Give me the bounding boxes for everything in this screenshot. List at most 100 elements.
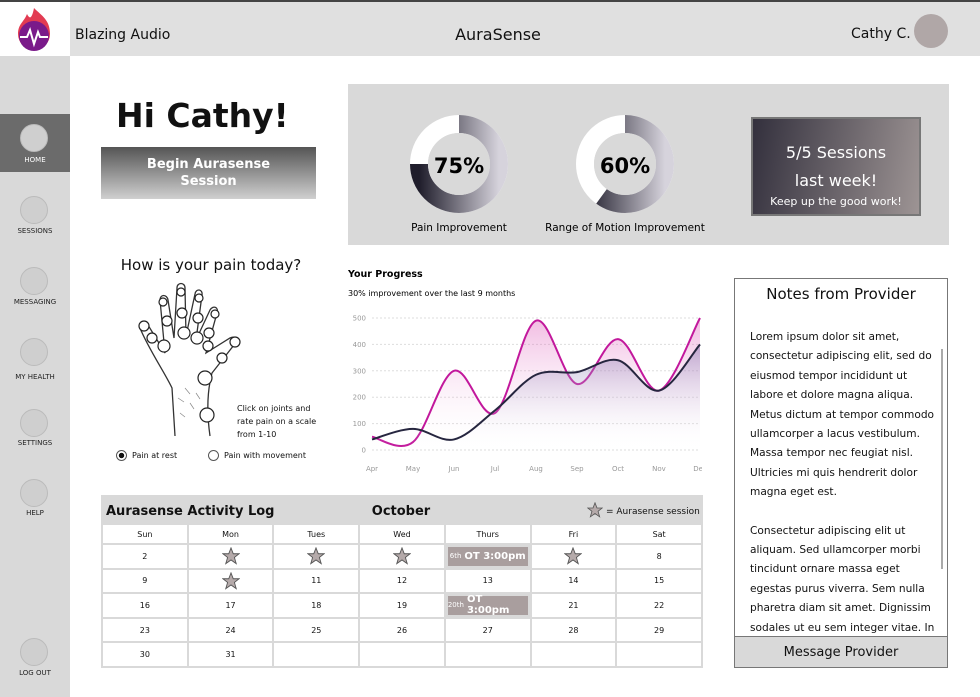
day[interactable]: 9 bbox=[103, 569, 187, 593]
nav-label[interactable]: HELP bbox=[26, 509, 44, 517]
card-line: last week! bbox=[794, 171, 878, 190]
scrollbar[interactable] bbox=[941, 349, 943, 569]
card-line: 5/5 Sessions bbox=[785, 143, 887, 162]
empty-day bbox=[360, 643, 444, 666]
stats: 75% Pain Improvement 60% Range of Motion Im… bbox=[410, 115, 705, 234]
appointment-label: OT 3:00pm bbox=[466, 594, 510, 617]
nav-icon[interactable] bbox=[20, 479, 48, 507]
day[interactable]: 14 bbox=[531, 569, 616, 593]
day[interactable]: 11 bbox=[274, 569, 359, 593]
nav-icon[interactable] bbox=[20, 124, 48, 152]
card-line: Keep up the good work! bbox=[770, 195, 902, 208]
avatar[interactable] bbox=[914, 14, 948, 48]
y-tick-label: 300 bbox=[353, 367, 366, 375]
empty-day bbox=[617, 643, 701, 666]
day[interactable]: 28 bbox=[531, 618, 616, 642]
note-paragraph: Lorem ipsum dolor sit amet, consectetur … bbox=[750, 331, 935, 499]
line bbox=[371, 343, 701, 441]
donut-arc bbox=[410, 115, 508, 213]
weekday: Thurs bbox=[445, 525, 530, 543]
greeting: Hi Cathy! bbox=[116, 96, 289, 135]
sessions-card: 5/5 Sessions last week! Keep up the good… bbox=[751, 117, 921, 216]
session-day[interactable] bbox=[531, 545, 616, 568]
session-day[interactable] bbox=[188, 545, 273, 568]
user-name[interactable]: Cathy C. bbox=[851, 26, 911, 42]
day[interactable]: 13 bbox=[445, 569, 530, 593]
note-paragraph: Consectetur adipiscing elit ut aliquam. … bbox=[750, 524, 935, 634]
day[interactable]: 26 bbox=[360, 618, 444, 642]
day[interactable]: 8 bbox=[617, 545, 701, 568]
calendar-month: October bbox=[371, 504, 431, 519]
y-tick-label: 200 bbox=[353, 394, 366, 402]
weekday: Wed bbox=[360, 525, 444, 543]
nav-label[interactable]: HOME bbox=[24, 156, 46, 164]
y-tick-label: 500 bbox=[353, 315, 366, 323]
radio-selected[interactable] bbox=[116, 450, 127, 461]
day[interactable]: 2 bbox=[103, 545, 187, 568]
calendar-legend: = Aurasense session bbox=[606, 507, 700, 517]
appointment-label: OT 3:00pm bbox=[464, 550, 526, 562]
radio-label[interactable]: Pain at rest bbox=[132, 451, 178, 460]
day[interactable]: 23 bbox=[103, 618, 187, 642]
day[interactable]: 21 bbox=[531, 594, 616, 617]
nav-icon[interactable] bbox=[20, 196, 48, 224]
day[interactable]: 12 bbox=[360, 569, 444, 593]
donut-hole bbox=[594, 133, 656, 195]
donut-hole bbox=[428, 133, 490, 195]
nav-icon[interactable] bbox=[20, 338, 48, 366]
empty-day bbox=[531, 643, 616, 666]
top-bar bbox=[0, 0, 980, 56]
session-day[interactable] bbox=[188, 569, 273, 593]
day[interactable]: 22 bbox=[617, 594, 701, 617]
day[interactable]: 15 bbox=[617, 569, 701, 593]
message-button[interactable]: Message Provider bbox=[735, 636, 947, 667]
y-tick-label: 0 bbox=[362, 447, 366, 455]
day[interactable]: 25 bbox=[274, 618, 359, 642]
day[interactable]: 16 bbox=[103, 594, 187, 617]
day[interactable]: 29 bbox=[617, 618, 701, 642]
day[interactable]: 24 bbox=[188, 618, 273, 642]
begin-button[interactable]: Begin Aurasense Session bbox=[101, 147, 316, 199]
nav-icon[interactable] bbox=[20, 409, 48, 437]
appointment[interactable]: 20th OT 3:00pm bbox=[447, 594, 528, 617]
logo-icon bbox=[18, 8, 50, 51]
nav-icon[interactable] bbox=[20, 267, 48, 295]
chart-title: Your Progress bbox=[347, 269, 423, 280]
donut-label: Pain Improvement bbox=[411, 222, 507, 234]
app-name: AuraSense bbox=[455, 25, 541, 44]
brand: Blazing Audio bbox=[75, 27, 171, 43]
nav-label[interactable]: LOG OUT bbox=[19, 669, 51, 677]
appointment[interactable]: 6th OT 3:00pm bbox=[447, 547, 528, 566]
day[interactable]: 27 bbox=[445, 618, 530, 642]
x-tick-label: Nov bbox=[652, 465, 666, 473]
session-day[interactable] bbox=[360, 545, 444, 568]
session-day[interactable] bbox=[274, 545, 359, 568]
calendar-title: Aurasense Activity Log bbox=[106, 504, 275, 519]
x-tick-label: Aug bbox=[529, 465, 543, 473]
nav-label[interactable]: MESSAGING bbox=[13, 298, 57, 306]
notes-title: Notes from Provider bbox=[766, 285, 916, 303]
x-tick-label: May bbox=[406, 465, 420, 473]
logo bbox=[0, 2, 70, 56]
nav-icon[interactable] bbox=[20, 638, 48, 666]
line bbox=[371, 317, 701, 448]
hand[interactable] bbox=[130, 278, 250, 438]
day[interactable]: 17 bbox=[188, 594, 273, 617]
donut-arc bbox=[576, 115, 674, 213]
nav-label[interactable]: SETTINGS bbox=[17, 439, 53, 447]
day[interactable]: 18 bbox=[274, 594, 359, 617]
y-tick-label: 400 bbox=[353, 341, 366, 349]
x-tick-label: Oct bbox=[612, 465, 624, 473]
day[interactable]: 19 bbox=[360, 594, 444, 617]
donut-value: 60% bbox=[600, 154, 650, 178]
x-tick-label: Jun bbox=[448, 465, 460, 473]
nav-label[interactable]: MY HEALTH bbox=[15, 373, 55, 381]
day[interactable]: 31 bbox=[188, 643, 273, 666]
nav-label[interactable]: SESSIONS bbox=[17, 227, 53, 235]
x-tick-label: Jul bbox=[490, 465, 500, 473]
radio-label[interactable]: Pain with movement bbox=[224, 451, 306, 460]
x-tick-label: Apr bbox=[366, 465, 378, 473]
day[interactable]: 30 bbox=[103, 643, 187, 666]
radio[interactable] bbox=[208, 450, 219, 461]
appointment-date: 20th bbox=[447, 601, 464, 610]
